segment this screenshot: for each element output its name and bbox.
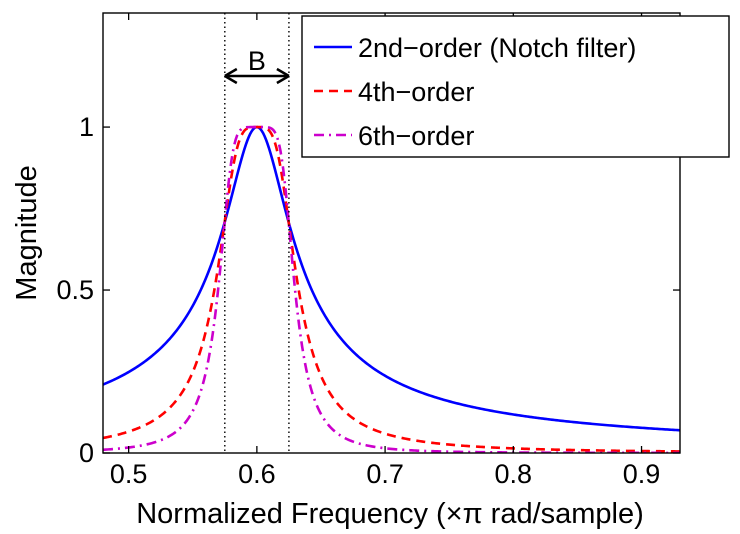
axes-frame [102, 12, 681, 454]
series-line-1 [103, 125, 680, 432]
y-axis-label: Magnitude [11, 165, 43, 300]
legend: 2nd−order (Notch filter) 4th−order 6th−ord… [301, 15, 730, 158]
bandwidth-arrow-head-right [276, 67, 290, 85]
bandwidth-label: B [248, 46, 266, 76]
axes: 0.5 0.6 0.7 0.8 0.9 0 0.5 1 [56, 12, 681, 489]
legend-label-3: 6th−order [358, 121, 474, 151]
series-line-3 [103, 125, 680, 453]
bandwidth-annotation: B [224, 13, 290, 453]
legend-box [301, 15, 730, 158]
x-tick-label-4: 0.8 [495, 459, 533, 489]
legend-label-1: 2nd−order (Notch filter) [358, 33, 636, 63]
x-tick-label-3: 0.7 [366, 459, 404, 489]
x-tick-label-2: 0.6 [238, 459, 276, 489]
bandwidth-arrow-head-left [224, 67, 238, 85]
x-axis-label: Normalized Frequency (×π rad/sample) [136, 498, 644, 530]
x-tick-label-5: 0.9 [623, 459, 661, 489]
y-tick-label-1: 0 [79, 438, 94, 468]
y-tick-label-3: 1 [79, 112, 94, 142]
series-line-2 [103, 125, 680, 453]
y-tick-label-2: 0.5 [56, 275, 94, 305]
legend-label-2: 4th−order [358, 77, 474, 107]
x-tick-label-1: 0.5 [110, 459, 148, 489]
